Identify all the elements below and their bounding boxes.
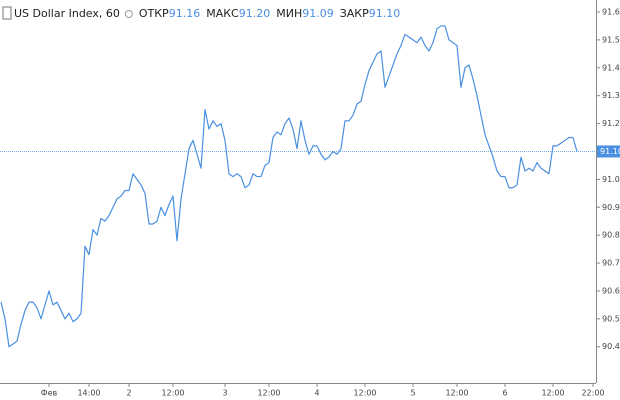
y-tick-label: 90.90 [602, 203, 620, 212]
x-tick-label: 14:00 [77, 389, 100, 398]
stat-value: 91.16 [169, 7, 201, 20]
stat-label: ЗАКР [340, 7, 369, 20]
x-tick-label: 2 [126, 389, 131, 398]
x-tick-label: 12:00 [161, 389, 184, 398]
y-tick-label: 91.40 [602, 63, 620, 72]
stat-value: 91.10 [369, 7, 401, 20]
y-tick-label: 90.70 [602, 259, 620, 268]
stat-label: МАКС [206, 7, 239, 20]
price-line-series [0, 25, 578, 348]
x-tick-label: 6 [502, 389, 507, 398]
y-tick-label: 90.50 [602, 314, 620, 323]
stat-value: 91.09 [302, 7, 334, 20]
price-label-box [597, 145, 620, 158]
x-tick-label: 5 [410, 389, 415, 398]
x-tick-label: 12:00 [541, 389, 564, 398]
x-tick-label: 22:00 [581, 389, 604, 398]
y-tick-label: 90.60 [602, 286, 620, 295]
stat-label: ОТКР [139, 7, 169, 20]
y-tick-label: 91.30 [602, 91, 620, 100]
y-tick-label: 91.00 [602, 175, 620, 184]
symbol-name: US Dollar Index, 60 [14, 7, 120, 20]
y-tick-label: 91.20 [602, 119, 620, 128]
y-tick-label: 90.40 [602, 342, 620, 351]
stat-label: МИН [276, 7, 302, 20]
y-tick-label: 91.60 [602, 7, 620, 16]
stat-value: 91.20 [239, 7, 271, 20]
price-label: 91.10 [600, 147, 620, 156]
symbol-icon[interactable] [2, 6, 12, 20]
x-tick-label: Фев [41, 389, 58, 398]
y-tick-label: 90.80 [602, 231, 620, 240]
x-tick-label: 12:00 [257, 389, 280, 398]
x-tick-label: 12:00 [353, 389, 376, 398]
x-tick-label: 12:00 [445, 389, 468, 398]
x-tick-label: 4 [314, 389, 319, 398]
settings-button[interactable] [124, 10, 133, 18]
y-tick-label: 91.50 [602, 35, 620, 44]
header: US Dollar Index, 60 ОТКР 91.16 МАКС 91.20 МИН… [14, 7, 400, 20]
x-tick-label: 3 [222, 389, 227, 398]
